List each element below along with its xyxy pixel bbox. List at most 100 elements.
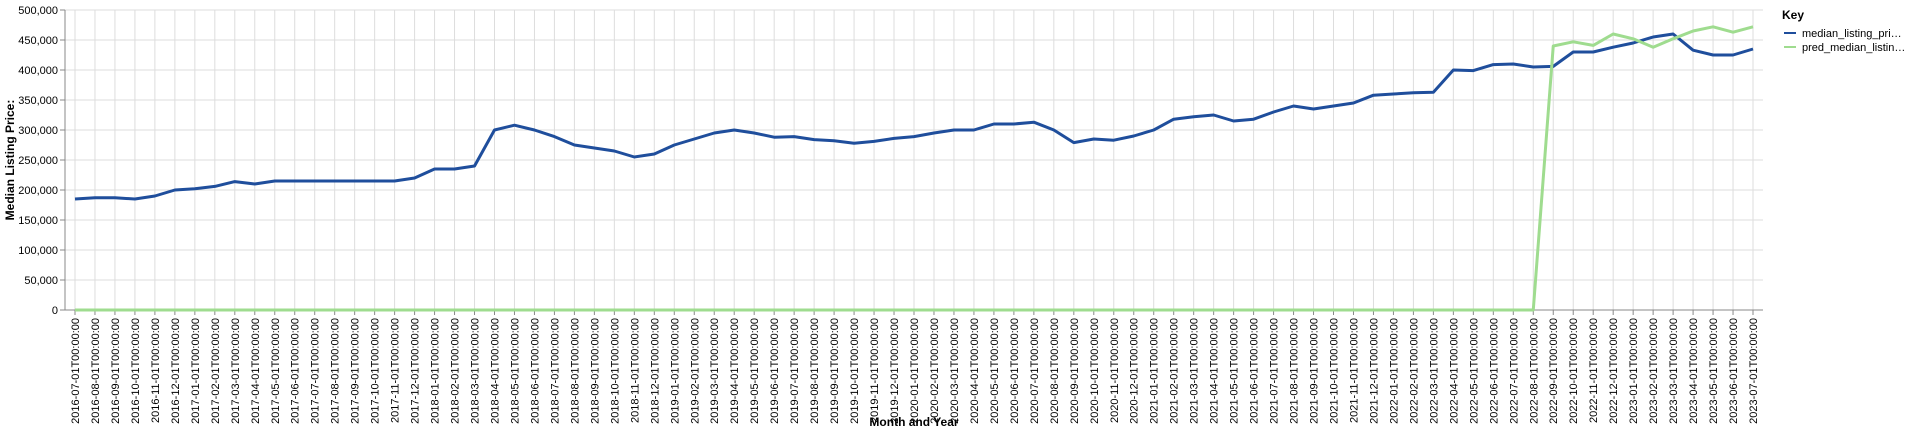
x-tick-label: 2018-08-01T00:00:00 [569, 318, 581, 424]
x-tick-label: 2021-01-01T00:00:00 [1149, 318, 1161, 424]
x-tick-label: 2020-02-01T00:00:00 [929, 318, 941, 424]
x-tick-label: 2020-11-01T00:00:00 [1109, 318, 1121, 423]
y-axis-title: Median Listing Price: [3, 100, 17, 221]
x-tick-label: 2020-08-01T00:00:00 [1049, 318, 1061, 424]
x-axis-title: Month and Year [869, 415, 958, 429]
x-tick-label: 2018-02-01T00:00:00 [450, 318, 462, 424]
legend-title: Key [1782, 8, 1804, 22]
x-tick-label: 2019-07-01T00:00:00 [789, 318, 801, 424]
x-tick-label: 2022-01-01T00:00:00 [1388, 318, 1400, 424]
x-tick-label: 2018-11-01T00:00:00 [629, 318, 641, 423]
line-series [74, 32, 1754, 201]
x-tick-label: 2020-05-01T00:00:00 [989, 318, 1001, 424]
x-tick-label: 2016-10-01T00:00:00 [130, 318, 142, 424]
x-tick-label: 2019-06-01T00:00:00 [769, 318, 781, 424]
y-tick-label: 300,000 [18, 125, 58, 137]
x-tick-label: 2017-03-01T00:00:00 [230, 318, 242, 424]
x-tick-label: 2023-07-01T00:00:00 [1748, 318, 1760, 424]
x-tick-label: 2017-08-01T00:00:00 [330, 318, 342, 424]
x-tick-label: 2017-04-01T00:00:00 [250, 318, 262, 424]
x-tick-label: 2017-07-01T00:00:00 [310, 318, 322, 424]
x-tick-label: 2023-01-01T00:00:00 [1628, 318, 1640, 424]
legend-label: median_listing_pri… [1802, 28, 1902, 40]
y-tick-label: 400,000 [18, 65, 58, 77]
x-tick-label: 2020-12-01T00:00:00 [1129, 318, 1141, 424]
x-tick-label: 2020-03-01T00:00:00 [949, 318, 961, 424]
legend-label: pred_median_listin… [1802, 42, 1905, 54]
x-tick-label: 2018-03-01T00:00:00 [470, 318, 482, 424]
x-tick-label: 2019-08-01T00:00:00 [809, 318, 821, 424]
x-tick-label: 2019-12-01T00:00:00 [889, 318, 901, 424]
x-tick-label: 2020-06-01T00:00:00 [1009, 318, 1021, 424]
x-tick-label: 2018-04-01T00:00:00 [489, 318, 501, 424]
y-tick-label: 0 [52, 305, 58, 317]
x-tick-label: 2021-03-01T00:00:00 [1189, 318, 1201, 424]
x-tick-label: 2021-02-01T00:00:00 [1169, 318, 1181, 424]
x-tick-label: 2021-06-01T00:00:00 [1249, 318, 1261, 424]
x-tick-label: 2021-10-01T00:00:00 [1329, 318, 1341, 424]
x-tick-label: 2016-12-01T00:00:00 [170, 318, 182, 424]
y-tick-label: 50,000 [24, 275, 58, 287]
y-tick-label: 500,000 [18, 5, 58, 17]
x-tick-label: 2022-07-01T00:00:00 [1508, 318, 1520, 424]
x-tick-label: 2018-01-01T00:00:00 [430, 318, 442, 424]
y-tick-label: 200,000 [18, 185, 58, 197]
x-tick-label: 2021-11-01T00:00:00 [1348, 318, 1360, 423]
x-tick-label: 2017-12-01T00:00:00 [410, 318, 422, 424]
x-tick-label: 2018-09-01T00:00:00 [589, 318, 601, 424]
x-tick-label: 2021-12-01T00:00:00 [1368, 318, 1380, 424]
x-tick-label: 2019-04-01T00:00:00 [729, 318, 741, 424]
x-tick-label: 2018-10-01T00:00:00 [609, 318, 621, 424]
x-tick-label: 2019-11-01T00:00:00 [869, 318, 881, 423]
x-tick-label: 2022-04-01T00:00:00 [1448, 318, 1460, 424]
x-tick-label: 2022-08-01T00:00:00 [1528, 318, 1540, 424]
x-tick-label: 2021-05-01T00:00:00 [1229, 318, 1241, 424]
x-tick-label: 2023-03-01T00:00:00 [1668, 318, 1680, 424]
x-tick-label: 2017-11-01T00:00:00 [390, 318, 402, 423]
x-tick-label: 2019-03-01T00:00:00 [709, 318, 721, 424]
x-tick-label: 2018-12-01T00:00:00 [649, 318, 661, 424]
x-tick-label: 2017-10-01T00:00:00 [370, 318, 382, 424]
x-tick-label: 2020-04-01T00:00:00 [969, 318, 981, 424]
y-tick-label: 250,000 [18, 155, 58, 167]
x-tick-label: 2021-07-01T00:00:00 [1269, 318, 1281, 424]
x-tick-label: 2023-02-01T00:00:00 [1648, 318, 1660, 424]
x-tick-label: 2016-08-01T00:00:00 [90, 318, 102, 424]
x-tick-label: 2022-10-01T00:00:00 [1568, 318, 1580, 424]
x-tick-label: 2022-06-01T00:00:00 [1488, 318, 1500, 424]
x-tick-label: 2023-06-01T00:00:00 [1728, 318, 1740, 424]
x-tick-label: 2022-03-01T00:00:00 [1428, 318, 1440, 424]
y-tick-label: 150,000 [18, 215, 58, 227]
x-tick-label: 2019-02-01T00:00:00 [689, 318, 701, 424]
y-tick-label: 350,000 [18, 95, 58, 107]
x-tick-label: 2020-07-01T00:00:00 [1029, 318, 1041, 424]
x-tick-label: 2022-02-01T00:00:00 [1408, 318, 1420, 424]
x-tick-label: 2022-12-01T00:00:00 [1608, 318, 1620, 424]
x-tick-label: 2018-06-01T00:00:00 [529, 318, 541, 424]
x-tick-label: 2023-04-01T00:00:00 [1688, 318, 1700, 424]
x-tick-label: 2017-05-01T00:00:00 [270, 318, 282, 424]
x-tick-label: 2019-01-01T00:00:00 [669, 318, 681, 424]
x-tick-label: 2019-09-01T00:00:00 [829, 318, 841, 424]
x-tick-label: 2021-04-01T00:00:00 [1209, 318, 1221, 424]
x-tick-label: 2017-09-01T00:00:00 [350, 318, 362, 424]
x-tick-label: 2020-10-01T00:00:00 [1089, 318, 1101, 424]
x-tick-label: 2018-07-01T00:00:00 [549, 318, 561, 424]
y-tick-label: 100,000 [18, 245, 58, 257]
x-tick-label: 2016-09-01T00:00:00 [110, 318, 122, 424]
x-tick-label: 2022-05-01T00:00:00 [1468, 318, 1480, 424]
x-tick-label: 2022-11-01T00:00:00 [1588, 318, 1600, 423]
y-tick-label: 450,000 [18, 35, 58, 47]
x-tick-label: 2022-09-01T00:00:00 [1548, 318, 1560, 424]
x-tick-label: 2020-01-01T00:00:00 [909, 318, 921, 424]
x-tick-label: 2017-06-01T00:00:00 [290, 318, 302, 424]
x-tick-label: 2017-01-01T00:00:00 [190, 318, 202, 424]
x-tick-label: 2021-08-01T00:00:00 [1289, 318, 1301, 424]
x-tick-label: 2016-07-01T00:00:00 [70, 318, 82, 424]
x-tick-label: 2021-09-01T00:00:00 [1309, 318, 1321, 424]
x-tick-label: 2017-02-01T00:00:00 [210, 318, 222, 424]
line-series [74, 25, 1754, 312]
x-tick-label: 2023-05-01T00:00:00 [1708, 318, 1720, 424]
x-tick-label: 2020-09-01T00:00:00 [1069, 318, 1081, 424]
